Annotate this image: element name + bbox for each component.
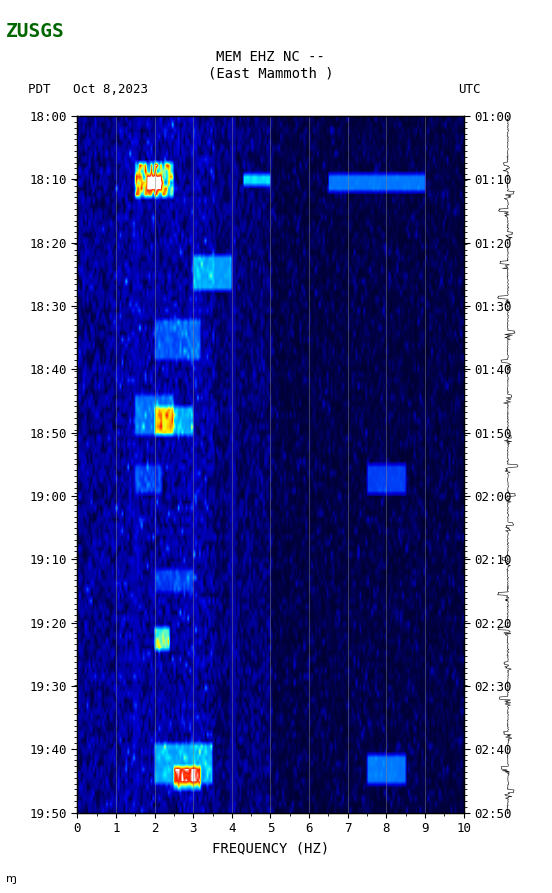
Text: ZUSGS: ZUSGS [6, 22, 64, 41]
X-axis label: FREQUENCY (HZ): FREQUENCY (HZ) [212, 841, 329, 855]
Text: UTC: UTC [458, 82, 480, 96]
Text: ɱ: ɱ [6, 874, 17, 884]
Text: PDT   Oct 8,2023: PDT Oct 8,2023 [28, 82, 147, 96]
Title: MEM EHZ NC --
(East Mammoth ): MEM EHZ NC -- (East Mammoth ) [208, 50, 333, 80]
